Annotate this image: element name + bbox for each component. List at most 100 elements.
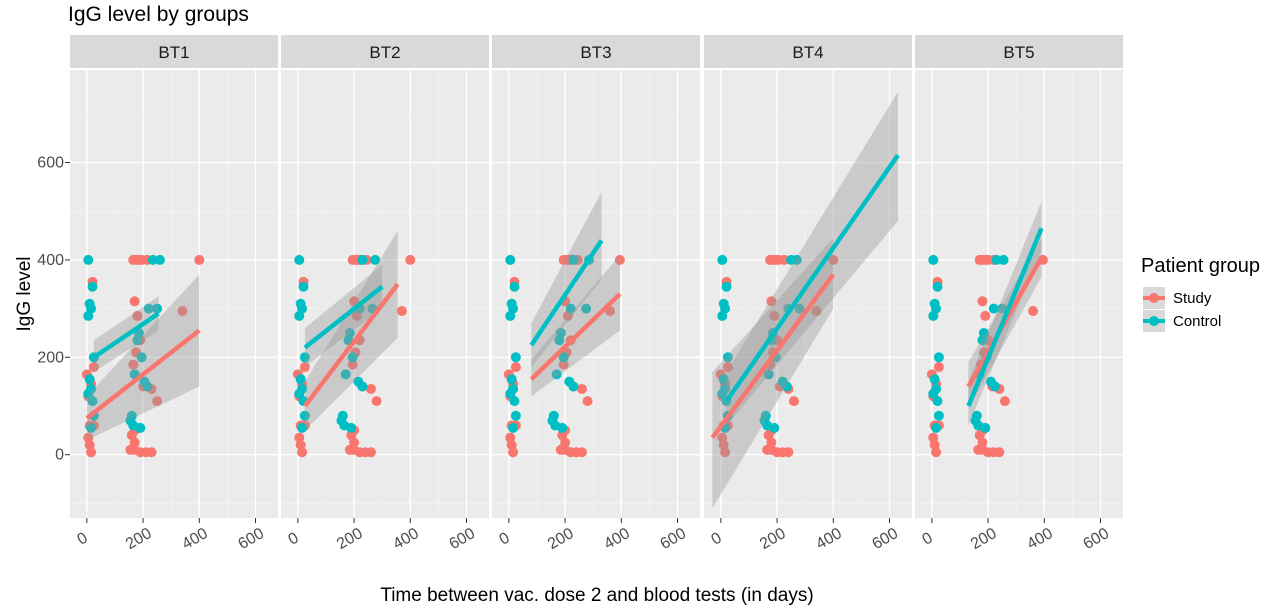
data-point-study — [811, 306, 822, 317]
data-point-study — [365, 447, 376, 458]
data-point-control — [294, 254, 305, 265]
data-point-study — [828, 254, 839, 265]
data-point-control — [152, 303, 163, 314]
data-point-study — [788, 396, 799, 407]
data-point-control — [980, 422, 991, 433]
data-point-control — [568, 381, 579, 392]
facet-strip — [492, 35, 700, 68]
data-point-study — [933, 362, 944, 373]
data-point-control — [294, 388, 305, 399]
data-point-control — [991, 254, 1002, 265]
data-point-control — [83, 254, 94, 265]
data-point-study — [349, 296, 360, 307]
data-point-control — [357, 254, 368, 265]
data-point-study — [980, 310, 991, 321]
data-point-study — [779, 254, 790, 265]
data-point-study — [129, 437, 140, 448]
data-point-study — [582, 396, 593, 407]
data-point-study — [1028, 306, 1039, 317]
data-point-control — [505, 254, 516, 265]
data-point-study — [405, 254, 416, 265]
x-tick-label: 400 — [390, 525, 422, 553]
x-tick-label: 0 — [75, 529, 91, 548]
legend-key-point — [1149, 316, 1159, 326]
x-tick-label: 200 — [757, 525, 789, 553]
data-point-control — [505, 310, 516, 321]
data-point-control — [988, 303, 999, 314]
fit-line-control — [966, 227, 1044, 407]
facet-strip-label: BT4 — [792, 43, 823, 62]
panel-background — [70, 70, 278, 518]
data-point-control — [581, 303, 592, 314]
facet-strip — [281, 35, 489, 68]
data-point-study — [558, 359, 569, 370]
data-point-control — [297, 422, 308, 433]
confidence-band-study — [712, 238, 834, 509]
data-point-control — [509, 281, 520, 292]
data-point-control — [347, 352, 358, 363]
data-point-study — [977, 296, 988, 307]
data-point-control — [295, 374, 306, 385]
data-point-control — [299, 410, 310, 421]
legend-key-point — [1149, 293, 1159, 303]
data-point-study — [349, 437, 360, 448]
legend-item-study: Study — [1143, 287, 1212, 309]
fit-line-control — [724, 153, 900, 403]
data-point-study — [510, 362, 521, 373]
data-point-control — [929, 374, 940, 385]
chart-title: IgG level by groups — [68, 3, 249, 26]
data-point-study — [146, 447, 157, 458]
data-point-study — [129, 296, 140, 307]
data-point-study — [152, 396, 163, 407]
data-point-control — [932, 396, 943, 407]
fit-line-study — [710, 273, 836, 439]
data-point-study — [508, 447, 519, 458]
fit-line-control — [529, 239, 604, 347]
data-point-study — [177, 306, 188, 317]
x-tick-label: 400 — [1024, 525, 1056, 553]
data-point-study — [614, 254, 625, 265]
fit-line-control — [92, 311, 160, 360]
data-point-study — [132, 310, 143, 321]
panel-background — [704, 70, 912, 518]
data-point-study — [576, 383, 587, 394]
y-tick-label: 200 — [37, 349, 64, 366]
data-point-control — [340, 369, 351, 380]
data-point-study — [766, 437, 777, 448]
data-point-control — [717, 310, 728, 321]
data-point-control — [506, 374, 517, 385]
x-tick-label: 400 — [601, 525, 633, 553]
data-point-study — [371, 396, 382, 407]
y-axis-title: IgG level — [14, 257, 35, 332]
data-point-control — [781, 381, 792, 392]
data-point-control — [154, 254, 165, 265]
data-point-study — [722, 362, 733, 373]
data-point-control — [722, 352, 733, 363]
data-point-control — [769, 422, 780, 433]
facet-panel-bt5: BT5 0 200 400 600 — [915, 35, 1123, 553]
data-point-control — [135, 422, 146, 433]
data-point-study — [396, 306, 407, 317]
data-point-study — [994, 447, 1005, 458]
legend-item-control: Control — [1143, 310, 1221, 332]
facet-panel-bt2: BT2 0 200 400 600 — [281, 35, 489, 553]
fit-line-study — [85, 328, 201, 420]
data-point-control — [717, 388, 728, 399]
facet-strip — [704, 35, 912, 68]
facet-strip-label: BT3 — [580, 43, 611, 62]
data-point-control — [83, 388, 94, 399]
x-tick-label: 0 — [920, 529, 936, 548]
data-point-study — [560, 437, 571, 448]
data-point-control — [84, 374, 95, 385]
data-point-control — [990, 381, 1001, 392]
x-tick-label: 0 — [286, 529, 302, 548]
data-point-control — [298, 281, 309, 292]
data-point-control — [509, 396, 520, 407]
data-point-control — [508, 422, 519, 433]
data-point-control — [721, 281, 732, 292]
x-tick-label: 200 — [545, 525, 577, 553]
data-point-control — [370, 254, 381, 265]
data-point-control — [142, 381, 153, 392]
data-point-study — [766, 296, 777, 307]
